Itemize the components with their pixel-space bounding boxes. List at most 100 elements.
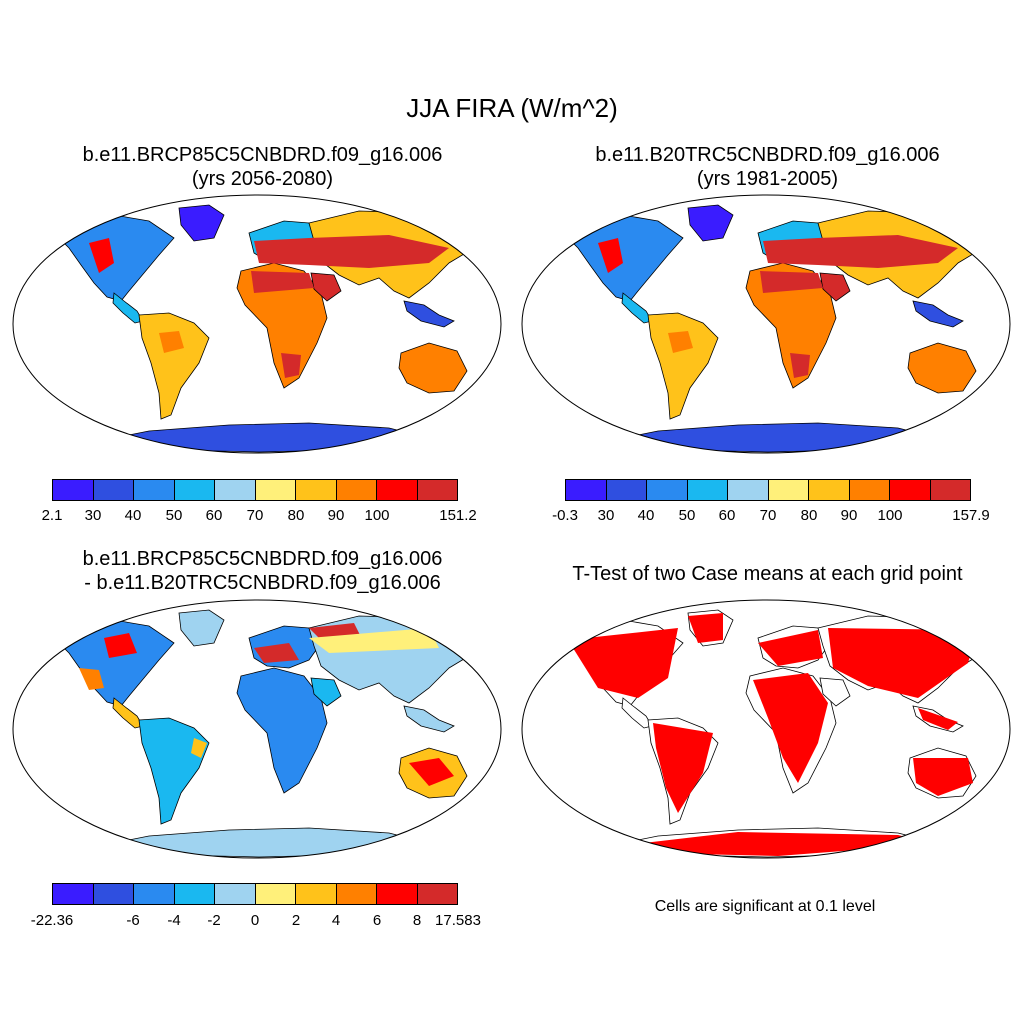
colorbar-swatch <box>93 480 134 500</box>
value-region <box>653 723 713 813</box>
colorbar-label: 90 <box>840 507 858 524</box>
value-region <box>79 668 104 690</box>
colorbar-swatch <box>336 480 377 500</box>
colorbar-swatch <box>134 884 175 904</box>
land-greenland <box>687 204 734 242</box>
value-region <box>309 628 439 653</box>
land-north-america <box>562 214 684 302</box>
land-southeast-asia <box>403 705 455 733</box>
colorbar-label: 40 <box>637 507 655 524</box>
colorbar-swatch <box>768 480 809 500</box>
colorbar-swatch <box>728 480 769 500</box>
colorbar-swatch <box>606 480 647 500</box>
land-north-america <box>53 619 175 707</box>
colorbar-labels-future: 2.1 30 40 50 60 70 80 90 100 151.2 <box>42 507 477 525</box>
colorbar-swatch <box>417 480 457 500</box>
map-border <box>521 194 1011 454</box>
colorbar-label: 6 <box>372 912 382 929</box>
land-greenland <box>178 204 225 242</box>
colorbar-swatch <box>296 884 337 904</box>
colorbar-difference <box>52 883 458 905</box>
colorbar-label: 30 <box>84 507 102 524</box>
land-antarctica <box>98 422 431 453</box>
colorbar-swatch <box>174 480 215 500</box>
land-central-america <box>112 697 144 729</box>
land-antarctica <box>607 422 940 453</box>
colorbar-labels-difference: -22.36 -6 -4 -2 0 2 4 6 8 17.583 <box>31 912 481 930</box>
colorbar-swatch <box>377 480 418 500</box>
colorbar-label: 40 <box>124 507 142 524</box>
value-region <box>763 235 958 268</box>
colorbar-label: -4 <box>167 912 181 929</box>
land-south-america <box>647 312 719 420</box>
land-arabia <box>819 677 851 707</box>
land-greenland <box>178 609 225 647</box>
map-significance <box>521 599 1011 859</box>
colorbar-swatch <box>296 480 337 500</box>
value-region <box>568 628 678 698</box>
land-africa <box>236 667 328 794</box>
colorbar-label: 70 <box>246 507 264 524</box>
land-central-america <box>112 292 144 324</box>
value-region <box>89 238 114 273</box>
value-region <box>913 758 973 796</box>
land-australia <box>907 342 977 394</box>
land-central-america <box>621 292 653 324</box>
colorbar-label: 2 <box>291 912 301 929</box>
land-central-america <box>621 697 653 729</box>
value-region <box>159 331 184 353</box>
colorbar-label: 0 <box>250 912 260 929</box>
value-region <box>281 353 301 378</box>
colorbar-swatch <box>174 884 215 904</box>
colorbar-swatch <box>890 480 931 500</box>
colorbar-label: -6 <box>126 912 140 929</box>
value-region <box>918 708 958 730</box>
land-north-america <box>53 214 175 302</box>
land-arabia <box>310 677 342 707</box>
value-region <box>254 235 449 268</box>
colorbar-label: 151.2 <box>439 507 477 524</box>
colorbar-swatch <box>53 480 94 500</box>
colorbar-historical <box>565 479 971 501</box>
colorbar-label: 80 <box>800 507 818 524</box>
colorbar-swatch <box>215 884 256 904</box>
value-region <box>104 633 137 658</box>
map-border <box>12 194 502 454</box>
colorbar-label: 80 <box>287 507 305 524</box>
colorbar-swatch <box>255 884 296 904</box>
land-southeast-asia <box>403 300 455 328</box>
colorbar-label: 70 <box>759 507 777 524</box>
colorbar-labels-historical: -0.3 30 40 50 60 70 80 90 100 157.9 <box>552 507 990 525</box>
colorbar-swatch <box>134 480 175 500</box>
colorbar-swatch <box>687 480 728 500</box>
colorbar-swatch <box>53 884 94 904</box>
colorbar-swatch <box>930 480 970 500</box>
significance-note: Cells are significant at 0.1 level <box>654 898 876 915</box>
value-region <box>191 738 207 758</box>
map-border <box>521 599 1011 859</box>
colorbar-label: 100 <box>877 507 903 524</box>
land-africa <box>745 262 837 389</box>
colorbar-label: -22.36 <box>30 912 74 929</box>
colorbar-label: 30 <box>597 507 615 524</box>
colorbar-label: 157.9 <box>952 507 990 524</box>
colorbar-swatch <box>255 480 296 500</box>
map-border <box>12 599 502 859</box>
colorbar-swatch <box>215 480 256 500</box>
value-region <box>688 613 723 643</box>
panel-title-historical: b.e11.B20TRC5CNBDRD.f09_g16.006 (yrs 198… <box>515 143 1020 191</box>
colorbar-label: 100 <box>364 507 390 524</box>
land-south-america <box>138 312 210 420</box>
value-region <box>753 673 828 783</box>
panel-title-future: b.e11.BRCP85C5CNBDRD.f09_g16.006 (yrs 20… <box>10 143 515 191</box>
colorbar-label: 17.583 <box>435 912 481 929</box>
colorbar-future <box>52 479 458 501</box>
colorbar-swatch <box>809 480 850 500</box>
value-region <box>254 643 299 663</box>
colorbar-swatch <box>566 480 607 500</box>
panel-title-difference: b.e11.BRCP85C5CNBDRD.f09_g16.006 - b.e11… <box>10 547 515 595</box>
colorbar-label: 2.1 <box>41 507 63 524</box>
value-region <box>409 758 454 786</box>
colorbar-label: -0.3 <box>552 507 578 524</box>
map-difference <box>12 599 502 859</box>
